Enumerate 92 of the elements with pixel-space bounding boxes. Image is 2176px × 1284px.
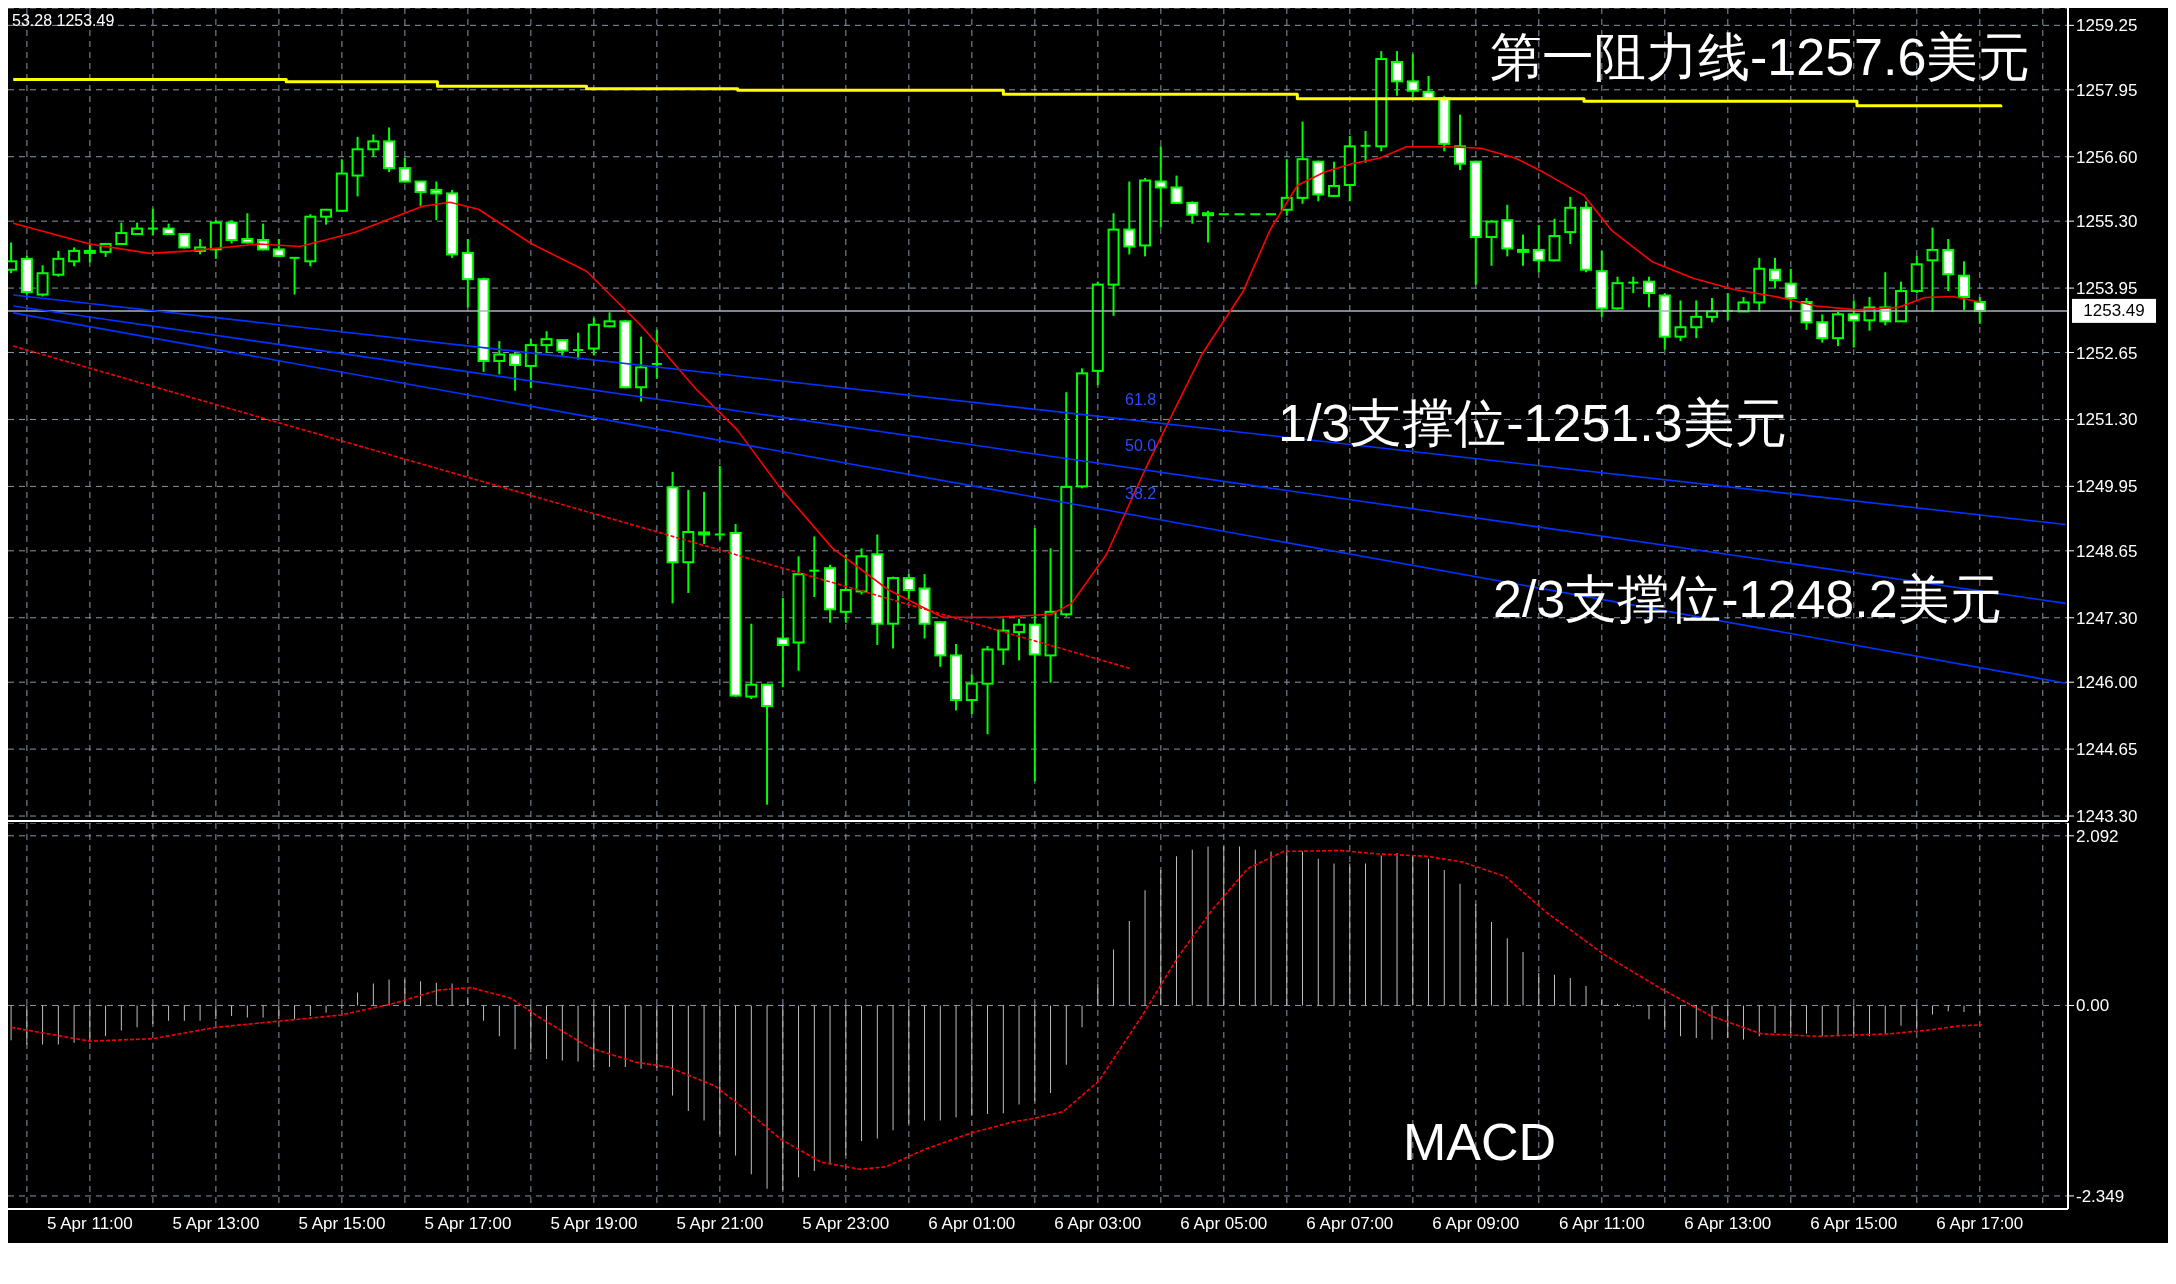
x-tick-label: 6 Apr 05:00 (1180, 1214, 1268, 1234)
candlestick (115, 221, 128, 246)
y-tick-label: 1249.95 (2076, 477, 2138, 497)
candlestick (1028, 527, 1041, 783)
y-tick-label: 1257.95 (2076, 80, 2138, 100)
candlestick (587, 316, 600, 357)
x-tick-label: 6 Apr 13:00 (1684, 1214, 1772, 1234)
candlestick (1454, 113, 1467, 172)
x-tick-label: 5 Apr 11:00 (47, 1214, 133, 1234)
candlestick (1359, 129, 1372, 164)
candlestick (1832, 310, 1845, 348)
ref-line-label: 1253.49 (2083, 301, 2145, 321)
x-tick-label: 6 Apr 17:00 (1936, 1214, 2024, 1234)
y-tick-label: 1256.60 (2076, 147, 2138, 167)
annotation: 第一阻力线-1257.6美元 (1490, 28, 2031, 88)
y-tick-label: 1251.30 (2076, 410, 2138, 430)
candlestick (839, 553, 852, 624)
candlestick (745, 622, 758, 701)
candlestick (1926, 226, 1939, 313)
candlestick (52, 249, 65, 278)
y-tick-label: -2.349 (2076, 1186, 2125, 1206)
candlestick (1328, 160, 1341, 198)
candlestick (241, 212, 254, 245)
candlestick (965, 673, 978, 715)
x-tick-label: 5 Apr 13:00 (172, 1214, 260, 1234)
candlestick (776, 596, 789, 689)
y-tick-label: 1247.30 (2076, 608, 2138, 628)
candlestick (430, 180, 443, 222)
y-tick-label: 1246.00 (2076, 673, 2138, 693)
candlestick (997, 617, 1010, 666)
candlestick (1517, 233, 1530, 267)
candlestick (1154, 145, 1167, 229)
x-tick-label: 5 Apr 19:00 (550, 1214, 638, 1234)
y-tick-label: 2.092 (2076, 826, 2119, 846)
candlestick (1013, 617, 1026, 662)
candlestick (1958, 260, 1970, 311)
y-tick-label: 1255.30 (2076, 212, 2138, 232)
candlestick (1690, 299, 1703, 340)
candlestick (414, 180, 427, 207)
x-tick-label: 6 Apr 11:00 (1558, 1214, 1645, 1234)
candlestick (761, 682, 774, 806)
annotation: 53.28 1253.49 (12, 12, 115, 31)
candlestick (713, 465, 726, 541)
candlestick (1391, 50, 1404, 97)
candlestick (493, 340, 506, 376)
y-tick-label: 1253.95 (2076, 279, 2138, 299)
x-tick-label: 6 Apr 03:00 (1054, 1214, 1142, 1234)
candlestick (367, 133, 380, 158)
x-tick-label: 5 Apr 23:00 (802, 1214, 890, 1234)
y-tick-label: 0.00 (2076, 996, 2110, 1016)
candlestick (1847, 299, 1860, 349)
candlestick (1123, 180, 1136, 256)
candlestick (68, 246, 81, 268)
candlestick (1784, 267, 1797, 310)
candlestick (1170, 174, 1183, 205)
candlestick (650, 328, 663, 380)
candlestick (635, 335, 648, 403)
y-tick-label: 1244.65 (2076, 740, 2138, 760)
annotation: 61.8 (1125, 391, 1157, 410)
x-tick-label: 5 Apr 15:00 (298, 1214, 386, 1234)
x-tick-label: 6 Apr 15:00 (1810, 1214, 1898, 1234)
candlestick (509, 352, 522, 392)
annotation: MACD (1403, 1113, 1557, 1173)
y-tick-label: 1259.25 (2076, 16, 2138, 36)
candlestick (808, 535, 821, 598)
x-tick-label: 5 Apr 17:00 (424, 1214, 512, 1234)
x-tick-label: 5 Apr 21:00 (676, 1214, 764, 1234)
candlestick (36, 264, 49, 298)
candlestick (1202, 209, 1215, 244)
candlestick (1485, 219, 1498, 267)
candlestick (398, 156, 411, 184)
y-tick-label: 1252.65 (2076, 343, 2138, 363)
y-tick-label: 1243.30 (2076, 807, 2138, 827)
x-tick-label: 6 Apr 07:00 (1306, 1214, 1394, 1234)
candlestick (902, 573, 915, 601)
y-tick-label: 1248.65 (2076, 541, 2138, 561)
candlestick (1674, 299, 1687, 343)
candlestick (225, 219, 238, 245)
candlestick (1816, 313, 1829, 344)
x-tick-label: 6 Apr 09:00 (1432, 1214, 1520, 1234)
candlestick (1643, 275, 1656, 309)
candlestick (1769, 256, 1782, 290)
candlestick (1406, 53, 1419, 98)
candlestick (540, 330, 553, 355)
candlestick (288, 256, 301, 296)
candlestick (146, 207, 159, 237)
candlestick (1186, 200, 1199, 225)
x-tick-label: 6 Apr 01:00 (928, 1214, 1016, 1234)
annotation: 50.0 (1125, 437, 1157, 456)
candlestick (1532, 224, 1545, 274)
candlestick (524, 338, 537, 390)
candlestick (698, 490, 711, 545)
